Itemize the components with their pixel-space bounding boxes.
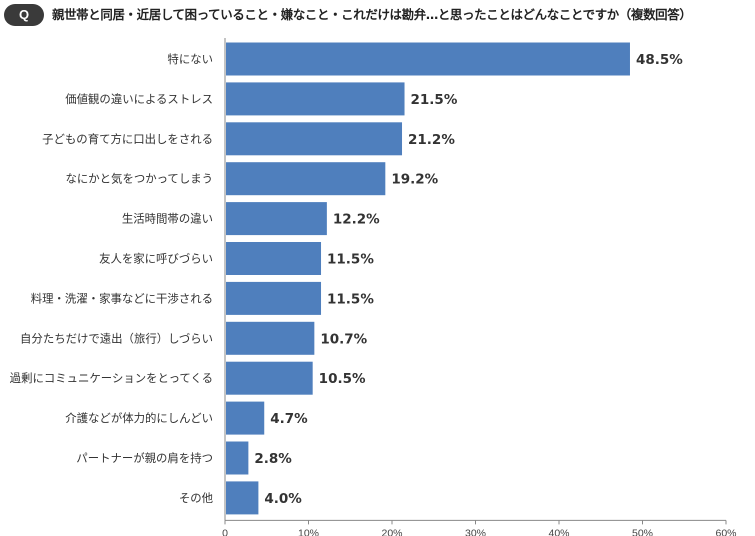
bar: [226, 321, 315, 355]
x-tick-label: 40%: [548, 527, 569, 536]
category-label: その他: [179, 491, 213, 505]
bar: [226, 162, 386, 196]
bar: [226, 82, 405, 116]
x-tick-label: 20%: [381, 527, 402, 536]
x-tick-label: 30%: [465, 527, 486, 536]
value-label: 4.7%: [270, 411, 308, 427]
value-label: 10.5%: [319, 371, 366, 387]
value-label: 21.2%: [408, 132, 455, 148]
value-label: 21.5%: [411, 92, 458, 108]
chart-title: 親世帯と同居・近居して困っていること・嫌なこと・これだけは勘弁…と思ったことはど…: [52, 7, 692, 22]
category-label: 価値観の違いによるストレス: [65, 92, 213, 106]
bar: [226, 361, 313, 395]
x-tick-label: 60%: [715, 527, 736, 536]
x-tick-label: 10%: [298, 527, 319, 536]
bar: [226, 401, 265, 435]
category-label: パートナーが親の肩を持つ: [76, 451, 213, 465]
bar: [226, 122, 403, 156]
category-label: 生活時間帯の違い: [122, 212, 213, 226]
category-label: 特にない: [167, 52, 213, 66]
x-tick-label: 50%: [632, 527, 653, 536]
value-label: 19.2%: [391, 172, 438, 188]
category-label: 友人を家に呼びづらい: [99, 252, 213, 266]
category-label: 子どもの育て方に口出しをされる: [42, 132, 213, 146]
x-tick-label: 0: [222, 527, 228, 536]
question-badge: Q: [4, 4, 44, 26]
value-label: 11.5%: [327, 252, 374, 268]
category-label: 料理・洗濯・家事などに干渉される: [31, 291, 213, 305]
bar: [226, 441, 249, 475]
category-label: 介護などが体力的にしんどい: [65, 411, 213, 425]
value-label: 12.2%: [333, 212, 380, 228]
bar: [226, 242, 322, 275]
value-label: 4.0%: [264, 491, 302, 507]
bar: [226, 281, 322, 315]
value-label: 10.7%: [320, 331, 367, 347]
category-label: 自分たちだけで遠出（旅行）しづらい: [20, 331, 213, 345]
value-label: 2.8%: [254, 451, 292, 467]
category-label: 過剰にコミュニケーションをとってくる: [10, 371, 213, 385]
bar: [226, 481, 259, 515]
bar: [226, 202, 327, 236]
category-label: なにかと気をつかってしまう: [65, 172, 213, 186]
bar: [226, 42, 630, 76]
value-label: 48.5%: [636, 52, 683, 68]
value-label: 11.5%: [327, 291, 374, 307]
